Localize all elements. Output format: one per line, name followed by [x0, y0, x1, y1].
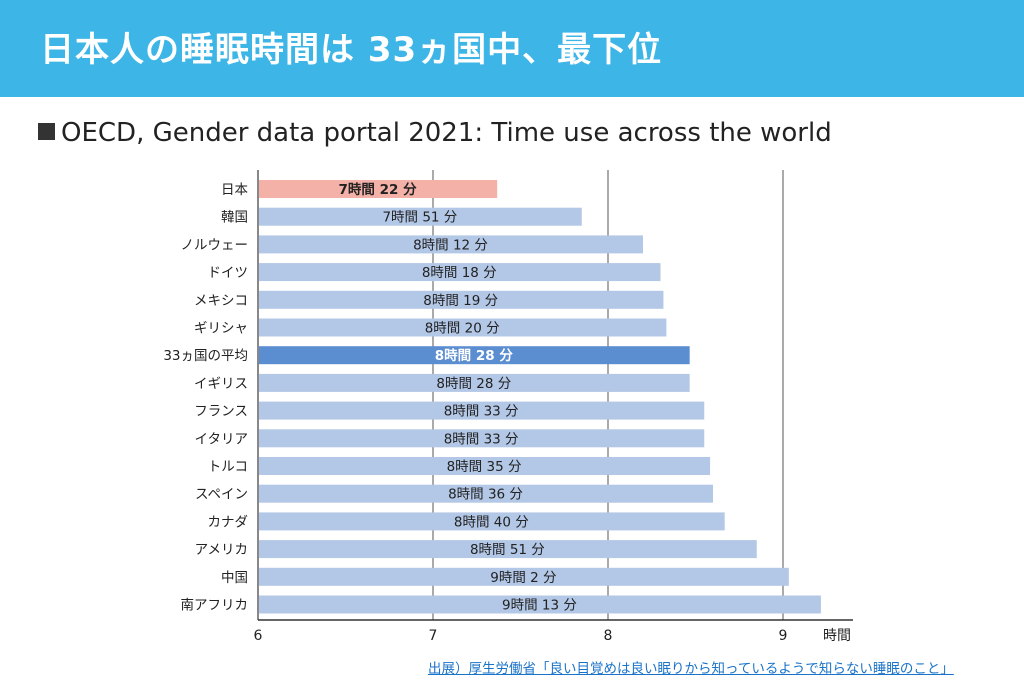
- bar: [259, 263, 661, 282]
- data-label: 8時間 18 分: [422, 265, 497, 281]
- data-label: 7時間 51 分: [382, 210, 457, 226]
- data-label: 9時間 13 分: [502, 598, 577, 614]
- category-label: スペイン: [195, 487, 248, 503]
- bar: [259, 484, 713, 503]
- data-label: 8時間 51 分: [470, 542, 545, 558]
- subtitle-text: OECD, Gender data portal 2021: Time use …: [61, 118, 832, 148]
- category-label: ギリシャ: [194, 321, 248, 337]
- bullet-square-icon: [38, 123, 55, 140]
- data-label: 8時間 33 分: [444, 431, 519, 447]
- bar: [259, 207, 582, 226]
- category-label: 33ヵ国の平均: [163, 348, 248, 364]
- data-label: 8時間 35 分: [447, 459, 522, 475]
- x-tick-label: 8: [604, 628, 613, 644]
- category-label: ドイツ: [208, 265, 249, 281]
- bar: [259, 180, 498, 198]
- x-unit-label: 時間: [823, 628, 851, 644]
- category-label: メキシコ: [194, 293, 248, 309]
- bar: [259, 512, 725, 531]
- category-label: カナダ: [208, 514, 249, 530]
- bar: [259, 567, 789, 586]
- bar: [259, 401, 705, 420]
- category-label: イタリア: [195, 431, 248, 447]
- data-label: 9時間 2 分: [490, 570, 556, 586]
- data-label: 8時間 19 分: [423, 293, 498, 309]
- category-label: アメリカ: [195, 542, 248, 558]
- page-title: 日本人の睡眠時間は 33ヵ国中、最下位: [40, 30, 663, 70]
- category-label: 韓国: [221, 210, 248, 226]
- bar: [259, 595, 821, 614]
- data-label: 8時間 28 分: [436, 376, 511, 392]
- category-label: 日本: [221, 182, 248, 198]
- data-label: 8時間 20 分: [425, 321, 500, 337]
- bar: [259, 346, 690, 365]
- bar: [259, 373, 690, 392]
- data-label: 8時間 40 分: [454, 514, 529, 530]
- source-link[interactable]: 出展）厚生労働省「良い目覚めは良い眠りから知っているようで知らない睡眠のこと」: [428, 661, 954, 677]
- bar: [259, 457, 711, 475]
- category-label: 中国: [221, 570, 248, 586]
- x-tick-label: 9: [779, 628, 788, 644]
- x-tick-label: 7: [429, 628, 438, 644]
- category-label: ノルウェー: [181, 237, 249, 253]
- bar: [259, 540, 757, 559]
- bar: [259, 318, 667, 337]
- data-label: 8時間 12 分: [413, 237, 488, 253]
- bar: [259, 290, 664, 309]
- x-tick-label: 6: [254, 628, 263, 644]
- title-bar: 日本人の睡眠時間は 33ヵ国中、最下位: [0, 0, 1024, 97]
- data-label: 7時間 22 分: [339, 181, 418, 198]
- data-label: 8時間 28 分: [435, 347, 514, 364]
- category-label: トルコ: [208, 459, 248, 475]
- data-label: 8時間 33 分: [444, 404, 519, 420]
- category-label: フランス: [194, 404, 248, 420]
- category-label: 南アフリカ: [181, 598, 249, 614]
- data-label: 8時間 36 分: [448, 487, 523, 503]
- bar: [259, 429, 705, 448]
- chart-subtitle: OECD, Gender data portal 2021: Time use …: [38, 118, 832, 148]
- bar: [259, 235, 643, 254]
- category-label: イギリス: [194, 376, 248, 392]
